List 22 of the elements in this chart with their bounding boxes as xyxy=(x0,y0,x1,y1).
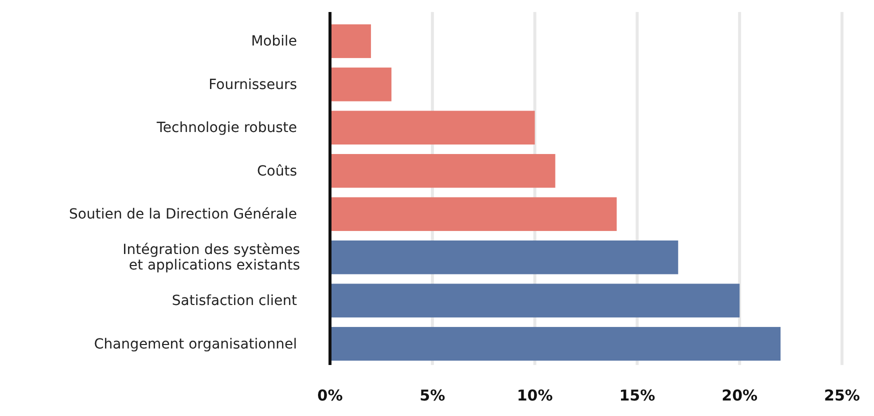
y-tick-label: Coûts xyxy=(257,163,297,180)
y-tick-label: Satisfaction client xyxy=(172,293,298,310)
x-tick-label: 5% xyxy=(420,386,446,405)
bar xyxy=(330,326,781,361)
x-tick-label: 20% xyxy=(722,386,758,405)
bar xyxy=(330,154,556,188)
bar xyxy=(330,24,371,58)
x-tick-label: 15% xyxy=(619,386,656,405)
bar xyxy=(330,68,392,102)
y-tick-label: Fournisseurs xyxy=(208,76,297,93)
y-tick-label: Soutien de la Direction Générale xyxy=(69,206,297,223)
bar xyxy=(330,284,740,318)
x-tick-label: 10% xyxy=(516,386,553,405)
bar xyxy=(330,240,678,274)
x-tick-label: 0% xyxy=(317,386,343,405)
bar xyxy=(330,197,617,231)
y-tick-label: Intégration des systèmes et applications existants xyxy=(122,242,300,274)
y-tick-label: Technologie robuste xyxy=(156,120,297,136)
y-tick-label: Changement organisationnel xyxy=(94,336,297,352)
y-tick-label: Mobile xyxy=(251,34,297,50)
x-tick-label: 25% xyxy=(824,386,860,405)
bar xyxy=(330,110,535,145)
